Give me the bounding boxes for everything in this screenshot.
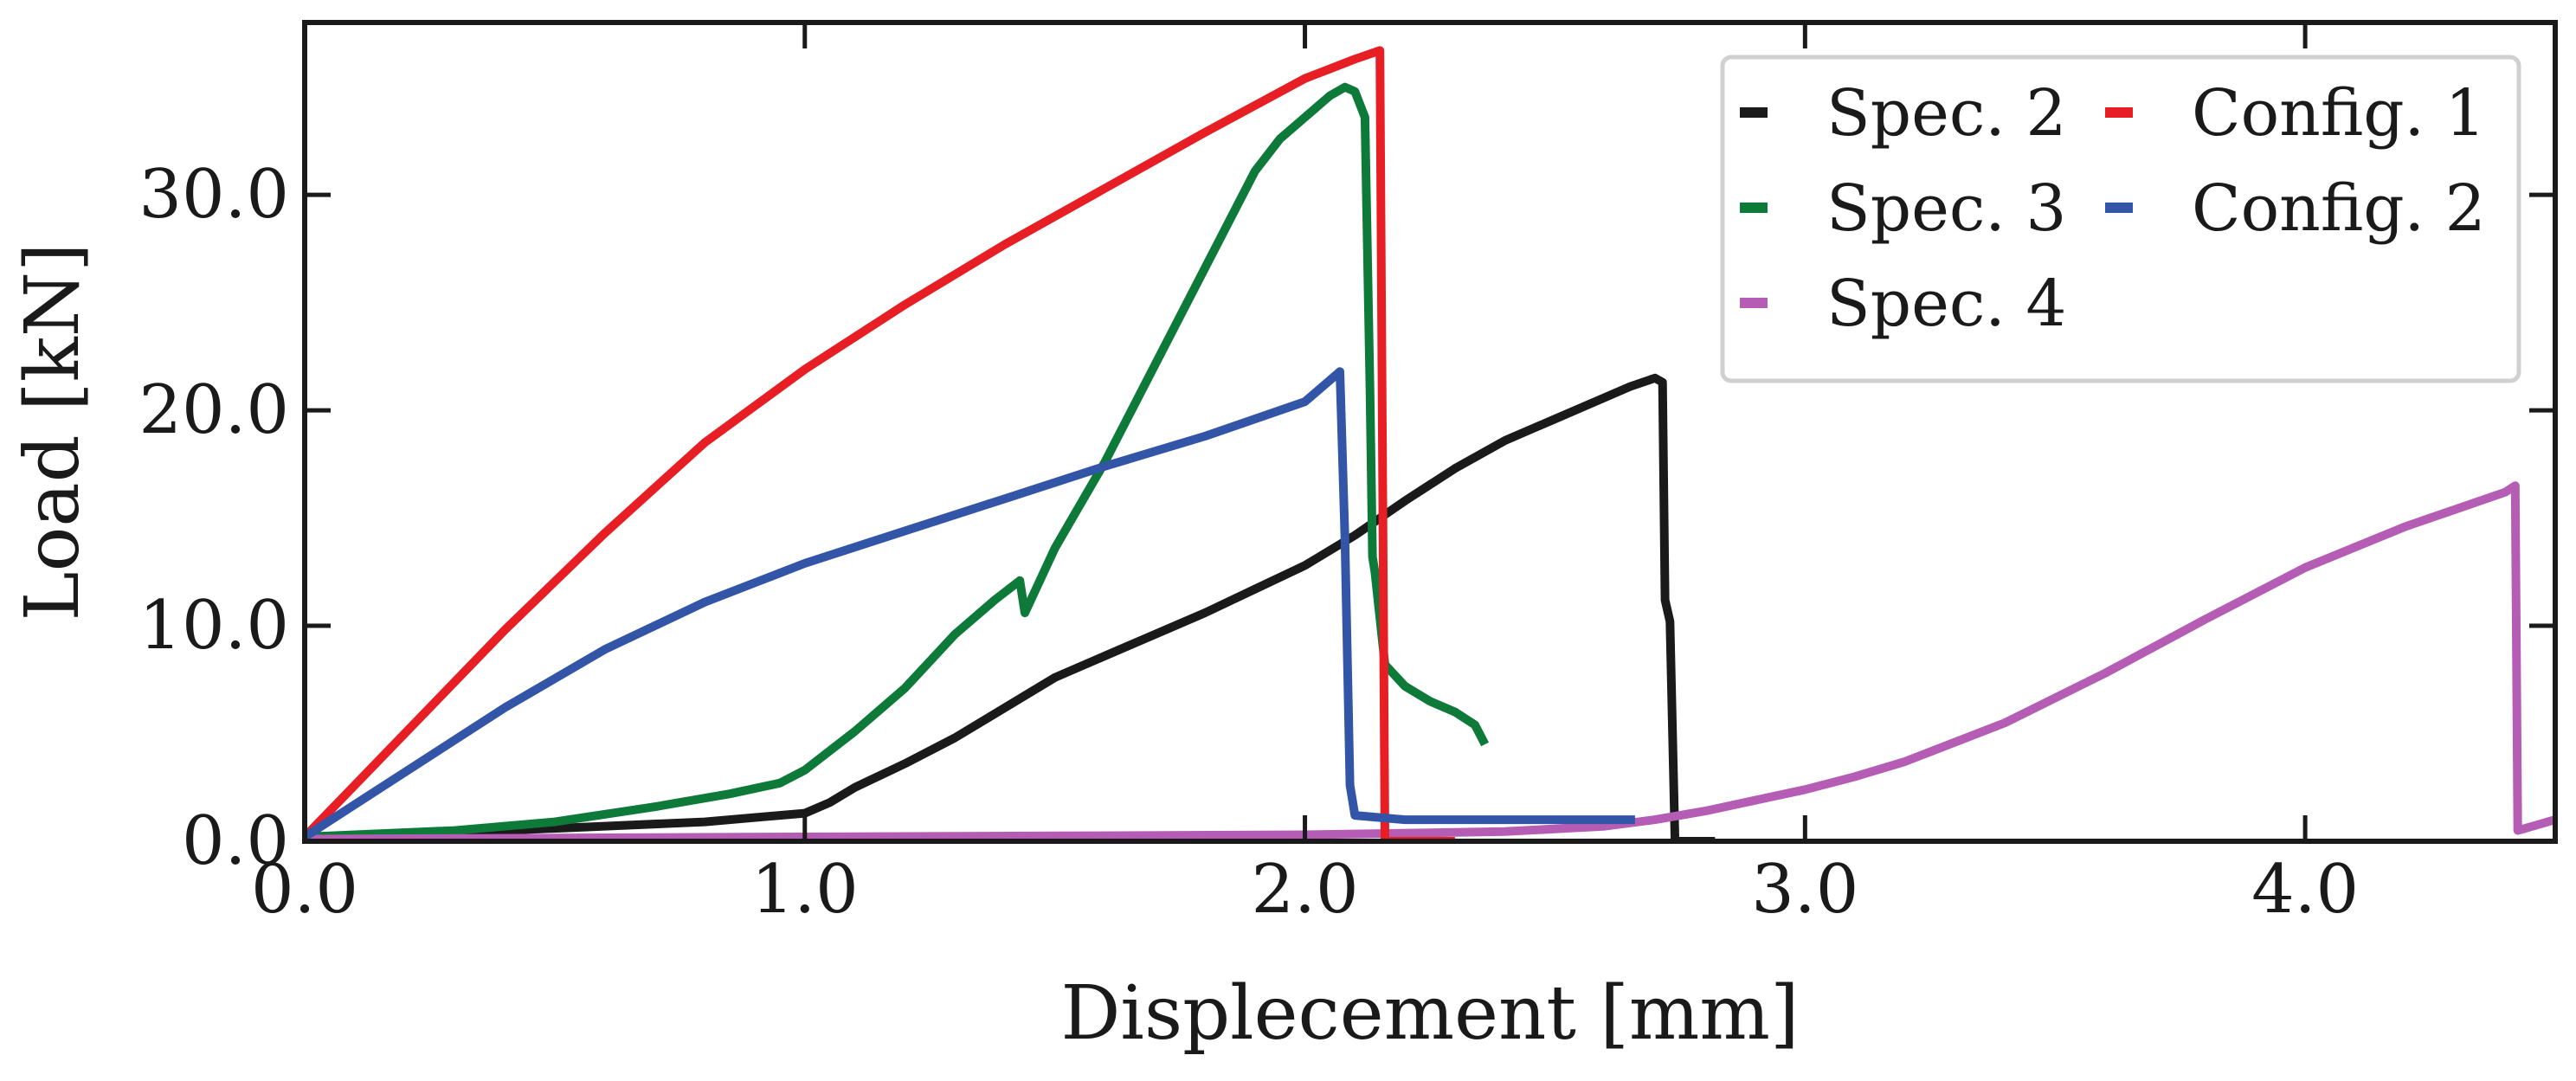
series-line-config-2 xyxy=(305,367,1635,841)
tick-layer: 0.0 1.0 2.0 3.0 4.0 0.0 10.0 20.0 30.0 xyxy=(138,23,2555,929)
x-tick-label: 3.0 xyxy=(1751,851,1858,929)
y-tick-label: 0.0 xyxy=(182,802,289,880)
x-axis-label: Displecement [mm] xyxy=(1060,970,1799,1057)
legend-frame xyxy=(1720,55,2521,383)
y-axis-label: Load [kN] xyxy=(10,242,96,621)
x-tick-label: 2.0 xyxy=(1252,851,1359,929)
legend-item: Spec. 4 xyxy=(1740,267,2066,341)
x-tick-label: 1.0 xyxy=(751,851,859,929)
legend-label: Config. 2 xyxy=(2192,171,2486,246)
legend-label: Spec. 3 xyxy=(1826,171,2066,246)
y-tick-label: 10.0 xyxy=(138,587,289,665)
legend-item: Spec. 3 xyxy=(1740,171,2066,246)
legend-item: Config. 2 xyxy=(2105,171,2486,246)
legend-item: Config. 1 xyxy=(2105,76,2486,151)
series-line-spec-2 xyxy=(305,373,1716,841)
legend-label: Spec. 2 xyxy=(1826,76,2066,151)
plot-frame xyxy=(302,20,2558,844)
legend-label: Config. 1 xyxy=(2192,76,2486,151)
y-tick-label: 20.0 xyxy=(138,371,289,449)
x-tick-label: 4.0 xyxy=(2251,851,2359,929)
series-line-spec-4 xyxy=(305,481,2555,841)
y-tick-label: 30.0 xyxy=(138,156,289,234)
legend-item: Spec. 2 xyxy=(1740,76,2066,151)
legend: Spec. 2 Spec. 3 Spec. 4 Config. 1 Config. 2 xyxy=(1720,55,2521,383)
legend-label: Spec. 4 xyxy=(1826,267,2066,341)
series-layer xyxy=(305,46,2555,841)
x-tick-label: 0.0 xyxy=(251,851,358,929)
series-line-config-1 xyxy=(305,46,1455,841)
